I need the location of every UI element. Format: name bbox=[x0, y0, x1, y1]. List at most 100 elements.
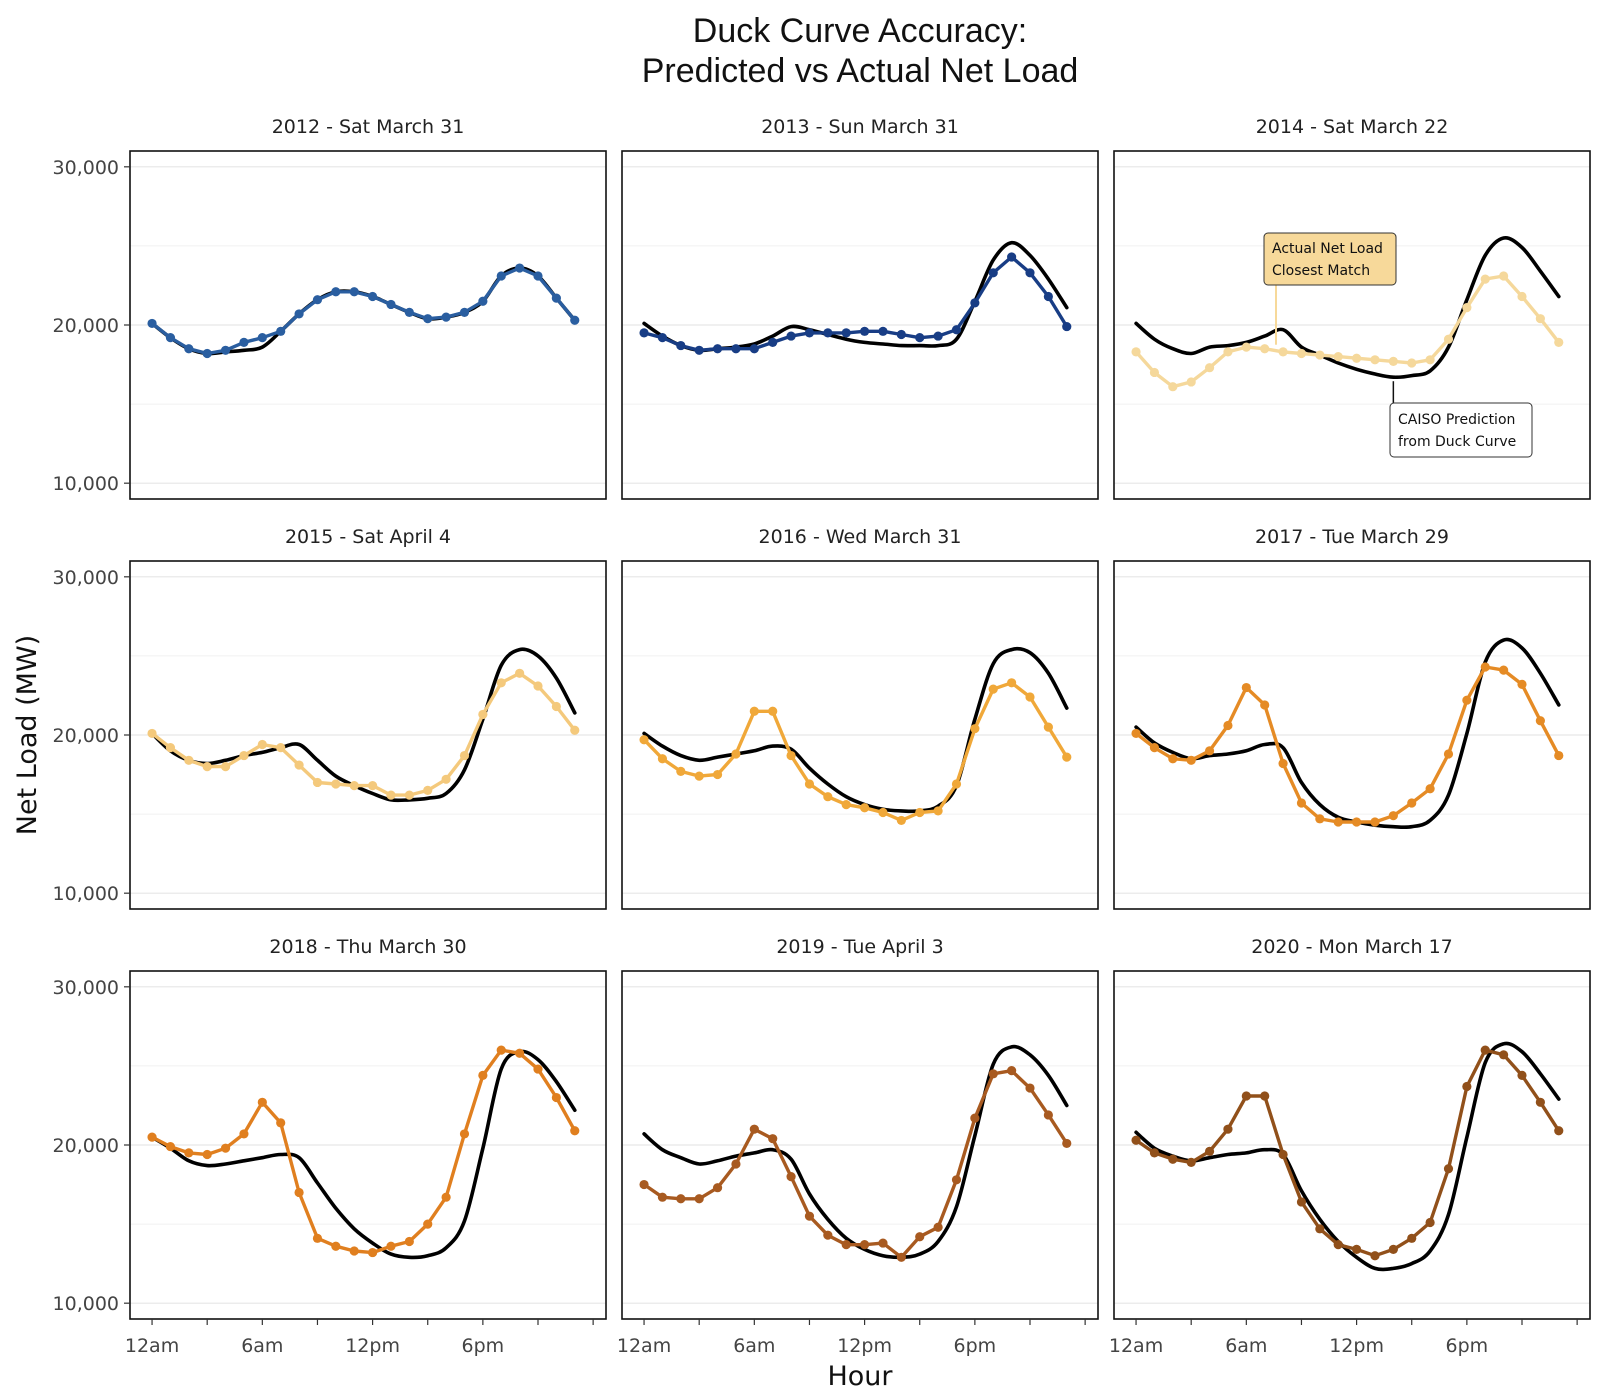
actual-point bbox=[988, 684, 998, 694]
actual-point bbox=[915, 807, 925, 818]
y-tick-label: 10,000 bbox=[53, 1293, 119, 1315]
actual-point bbox=[220, 762, 231, 772]
actual-point bbox=[1062, 1138, 1072, 1149]
actual-point bbox=[257, 1097, 267, 1107]
actual-point bbox=[1186, 377, 1196, 387]
actual-point bbox=[459, 307, 470, 317]
actual-point bbox=[657, 754, 668, 764]
actual-point bbox=[423, 1219, 433, 1229]
actual-point bbox=[896, 1252, 906, 1262]
actual-point bbox=[1007, 678, 1017, 688]
actual-point bbox=[294, 309, 304, 319]
actual-point bbox=[823, 1230, 833, 1240]
panel-border bbox=[621, 560, 1099, 910]
actual-point bbox=[1062, 321, 1072, 332]
actual-point bbox=[1131, 347, 1141, 357]
actual-point bbox=[404, 1236, 414, 1247]
actual-point bbox=[933, 331, 943, 341]
actual-point bbox=[951, 325, 962, 335]
actual-point bbox=[1149, 1148, 1160, 1158]
actual-point bbox=[478, 296, 488, 306]
actual-point bbox=[276, 326, 286, 336]
actual-point bbox=[859, 1240, 870, 1250]
actual-point bbox=[823, 792, 833, 802]
actual-point bbox=[404, 307, 414, 317]
actual-point bbox=[1554, 1126, 1564, 1136]
actual-point bbox=[749, 706, 759, 716]
actual-point bbox=[570, 725, 580, 735]
panel-title: 2017 - Tue March 29 bbox=[1255, 526, 1449, 548]
panel-border bbox=[621, 150, 1099, 500]
actual-point bbox=[478, 709, 488, 720]
actual-point bbox=[1462, 303, 1472, 313]
actual-point bbox=[202, 1149, 212, 1160]
actual-point bbox=[1186, 755, 1196, 765]
actual-point bbox=[694, 771, 704, 781]
actual-point bbox=[1241, 342, 1251, 352]
actual-point bbox=[786, 331, 796, 341]
actual-point bbox=[1370, 355, 1380, 365]
actual-point bbox=[276, 1118, 286, 1128]
panel-title: 2015 - Sat April 4 bbox=[285, 526, 451, 548]
actual-point bbox=[1425, 784, 1435, 794]
actual-point bbox=[1168, 382, 1178, 392]
actual-point bbox=[220, 1143, 231, 1153]
actual-point bbox=[896, 815, 906, 826]
actual-point bbox=[731, 749, 741, 759]
x-tick-label: 6am bbox=[733, 1335, 775, 1357]
actual-point bbox=[239, 1129, 249, 1139]
predicted-line bbox=[642, 646, 1069, 814]
actual-point bbox=[657, 333, 668, 343]
actual-point bbox=[786, 1172, 796, 1182]
actual-point bbox=[1223, 720, 1233, 731]
actual-point bbox=[768, 337, 778, 347]
x-tick-label: 12pm bbox=[837, 1335, 892, 1357]
actual-point bbox=[749, 1124, 759, 1134]
x-tick-label: 6pm bbox=[954, 1335, 997, 1357]
annotation-prediction-line2: from Duck Curve bbox=[1398, 434, 1516, 450]
actual-point bbox=[459, 750, 470, 761]
actual-point bbox=[312, 295, 323, 305]
panel-title: 2013 - Sun March 31 bbox=[761, 116, 959, 138]
actual-point bbox=[1517, 1070, 1527, 1080]
actual-point bbox=[570, 1126, 580, 1136]
actual-point bbox=[694, 345, 704, 355]
actual-point bbox=[1204, 363, 1215, 373]
actual-point bbox=[533, 681, 543, 691]
panel-title: 2016 - Wed March 31 bbox=[759, 526, 962, 548]
actual-point bbox=[1499, 271, 1509, 281]
actual-point bbox=[1168, 1154, 1178, 1164]
actual-point bbox=[386, 299, 396, 310]
actual-point bbox=[1025, 692, 1035, 702]
actual-point bbox=[1333, 1240, 1343, 1250]
actual-point bbox=[1443, 1164, 1454, 1174]
facet-panel: 2015 - Sat April 4 10,000 20,000 30,000 bbox=[53, 526, 607, 910]
actual-point bbox=[712, 1183, 723, 1193]
actual-point bbox=[1351, 817, 1362, 827]
actual-point bbox=[404, 790, 414, 800]
y-axis-title: Net Load (MW) bbox=[12, 635, 43, 835]
facet-panel: 2014 - Sat March 22 Actual Net Load Closes… bbox=[1113, 116, 1591, 500]
actual-point bbox=[496, 678, 506, 688]
actual-point bbox=[1241, 682, 1251, 693]
actual-point bbox=[147, 318, 157, 329]
actual-point bbox=[1131, 1135, 1141, 1145]
actual-point bbox=[184, 344, 194, 354]
actual-point bbox=[970, 298, 980, 308]
facet-panel: 2017 - Tue March 29 bbox=[1113, 526, 1591, 910]
actual-point bbox=[1425, 1217, 1435, 1228]
y-tick-label: 10,000 bbox=[53, 473, 119, 495]
actual-point bbox=[202, 348, 212, 359]
actual-point bbox=[988, 1069, 998, 1079]
y-tick-label: 30,000 bbox=[53, 977, 119, 999]
actual-point bbox=[239, 337, 249, 347]
actual-point bbox=[915, 333, 925, 343]
x-tick-label: 12pm bbox=[1329, 1335, 1384, 1357]
actual-point bbox=[1462, 695, 1472, 705]
actual-point bbox=[823, 328, 833, 338]
panel-border bbox=[1113, 970, 1591, 1320]
annotation-actual-line2: Closest Match bbox=[1272, 263, 1370, 279]
actual-point bbox=[257, 739, 267, 750]
actual-point bbox=[1388, 811, 1398, 821]
actual-point bbox=[1443, 334, 1454, 344]
